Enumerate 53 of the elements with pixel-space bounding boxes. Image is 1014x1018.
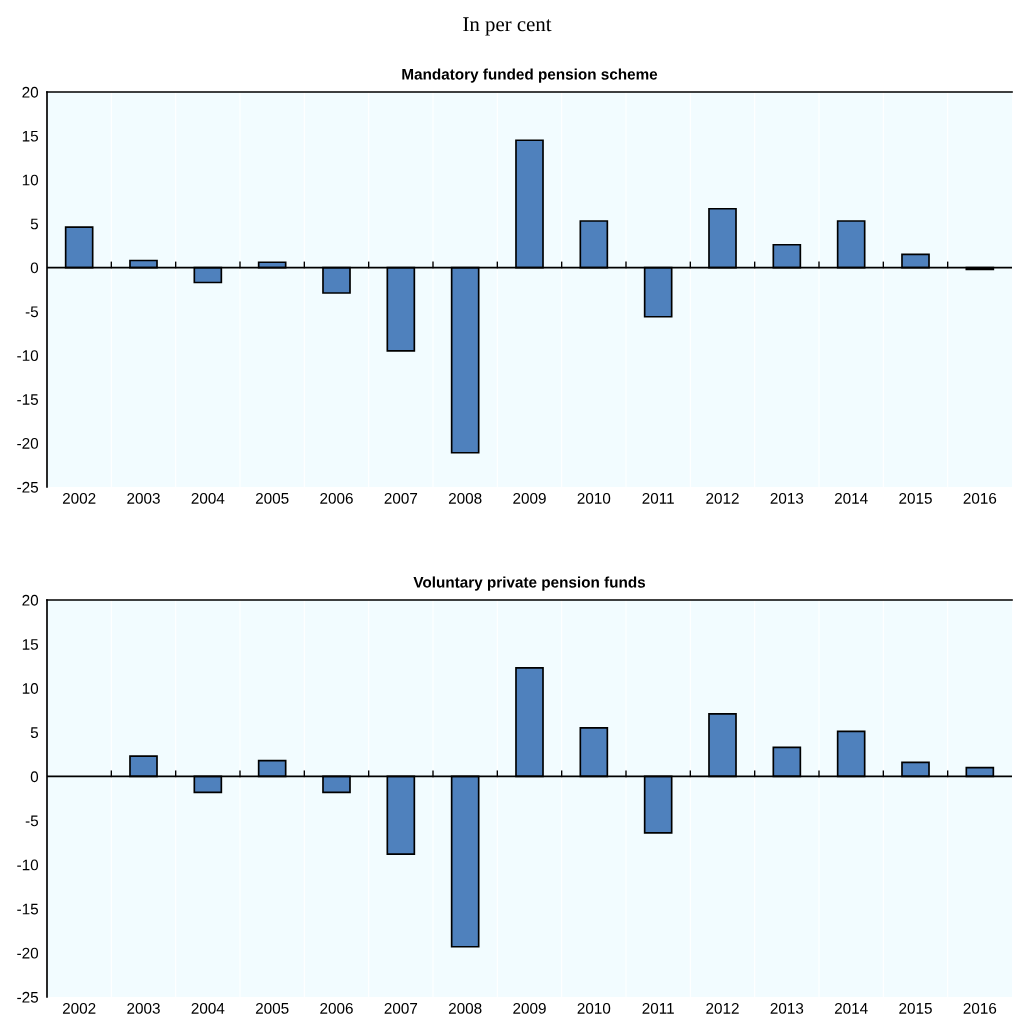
x-tick-label: 2002 <box>62 1002 96 1014</box>
y-tick-label: -10 <box>17 859 39 871</box>
y-tick-label: 10 <box>22 174 39 186</box>
y-tick-label: -15 <box>17 394 39 405</box>
x-tick-label: 2011 <box>642 492 674 504</box>
y-tick-label: 15 <box>22 639 39 650</box>
y-tick-label: 10 <box>22 683 39 694</box>
chart-subtitle: In per cent <box>463 17 552 36</box>
x-tick-label: 2005 <box>255 492 289 504</box>
x-tick-label: 2016 <box>963 492 997 504</box>
x-tick-label: 2010 <box>577 492 611 504</box>
y-tick-label: 20 <box>22 594 39 606</box>
x-tick-label: 2004 <box>191 1002 225 1014</box>
x-tick-label: 2014 <box>834 1002 868 1014</box>
y-tick-label: -10 <box>17 350 39 362</box>
chart-title: Mandatory funded pension scheme <box>402 68 658 83</box>
x-tick-label: 2003 <box>127 492 160 504</box>
x-tick-label: 2006 <box>320 1002 353 1014</box>
x-tick-label: 2003 <box>127 1002 160 1014</box>
chart-title: Voluntary private pension funds <box>413 576 646 591</box>
x-tick-label: 2012 <box>706 492 739 504</box>
x-tick-label: 2011 <box>642 1002 674 1014</box>
y-tick-label: -5 <box>25 815 39 827</box>
y-tick-label: -25 <box>17 481 39 493</box>
x-tick-label: 2004 <box>191 492 225 504</box>
x-tick-label: 2006 <box>320 492 353 504</box>
x-tick-label: 2016 <box>963 1002 997 1014</box>
y-tick-label: 0 <box>30 262 39 274</box>
x-tick-label: 2010 <box>577 1002 611 1014</box>
y-tick-label: -20 <box>17 437 39 449</box>
y-tick-label: -20 <box>17 947 39 959</box>
x-tick-label: 2002 <box>62 492 96 504</box>
x-tick-label: 2009 <box>513 492 546 504</box>
x-tick-label: 2015 <box>899 492 932 504</box>
x-tick-label: 2012 <box>706 1002 739 1014</box>
x-tick-label: 2008 <box>448 492 482 504</box>
x-tick-label: 2007 <box>384 492 418 504</box>
x-tick-label: 2013 <box>770 492 804 504</box>
x-tick-label: 2013 <box>770 1002 804 1014</box>
x-tick-label: 2005 <box>255 1002 289 1014</box>
y-tick-label: 5 <box>30 727 39 739</box>
x-tick-label: 2007 <box>384 1002 418 1014</box>
y-tick-label: 20 <box>22 86 39 98</box>
y-tick-label: -25 <box>17 991 39 1003</box>
x-tick-label: 2009 <box>513 1002 546 1014</box>
y-tick-label: 0 <box>30 771 39 783</box>
x-tick-label: 2014 <box>834 492 868 504</box>
x-tick-label: 2008 <box>448 1002 482 1014</box>
y-tick-label: -5 <box>25 306 39 318</box>
x-tick-label: 2015 <box>899 1002 932 1014</box>
y-tick-label: 5 <box>30 218 39 230</box>
y-tick-label: -15 <box>17 903 39 915</box>
y-tick-label: 15 <box>22 130 39 142</box>
